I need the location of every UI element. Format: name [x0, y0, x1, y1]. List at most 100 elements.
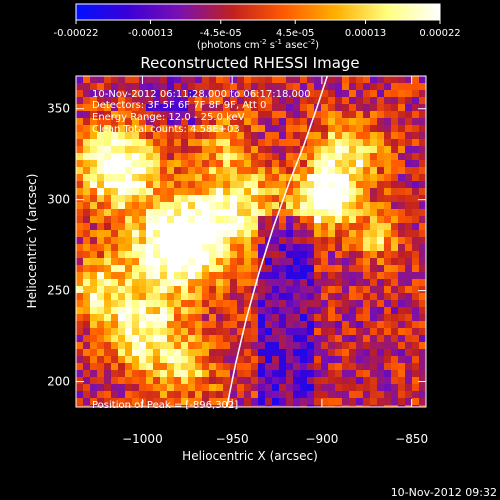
- heatmap-cell: [419, 258, 426, 266]
- heatmap-cell: [216, 251, 224, 259]
- heatmap-cell: [279, 111, 287, 119]
- heatmap-cell: [293, 328, 301, 336]
- heatmap-cell: [377, 356, 385, 364]
- heatmap-cell: [300, 349, 308, 357]
- heatmap-cell: [384, 279, 392, 287]
- heatmap-cell: [76, 349, 84, 357]
- heatmap-cell: [153, 370, 161, 378]
- heatmap-cell: [356, 328, 364, 336]
- heatmap-cell: [83, 370, 91, 378]
- heatmap-cell: [293, 314, 301, 322]
- heatmap-cell: [405, 195, 413, 203]
- heatmap-cell: [419, 342, 426, 350]
- heatmap-cell: [349, 202, 357, 210]
- heatmap-cell: [167, 244, 175, 252]
- heatmap-cell: [244, 398, 252, 406]
- heatmap-cell: [139, 349, 147, 357]
- heatmap-cell: [160, 279, 168, 287]
- heatmap-cell: [139, 391, 147, 399]
- heatmap-cell: [286, 76, 294, 84]
- heatmap-cell: [335, 349, 343, 357]
- heatmap-cell: [125, 405, 133, 407]
- heatmap-cell: [167, 349, 175, 357]
- heatmap-cell: [83, 251, 91, 259]
- heatmap-cell: [237, 328, 245, 336]
- heatmap-cell: [265, 167, 273, 175]
- heatmap-cell: [104, 356, 112, 364]
- heatmap-cell: [111, 293, 119, 301]
- heatmap-cell: [146, 90, 154, 98]
- heatmap-cell: [349, 265, 357, 273]
- heatmap-cell: [335, 118, 343, 126]
- heatmap-cell: [279, 146, 287, 154]
- heatmap-cell: [223, 370, 231, 378]
- heatmap-cell: [223, 321, 231, 329]
- heatmap-cell: [139, 244, 147, 252]
- heatmap-cell: [167, 104, 175, 112]
- heatmap-cell: [335, 251, 343, 259]
- heatmap-cell: [328, 118, 336, 126]
- heatmap-cell: [188, 118, 196, 126]
- heatmap-cell: [174, 279, 182, 287]
- heatmap-cell: [188, 160, 196, 168]
- heatmap-cell: [307, 111, 315, 119]
- heatmap-cell: [90, 153, 98, 161]
- heatmap-cell: [195, 307, 203, 315]
- heatmap-cell: [349, 153, 357, 161]
- heatmap-cell: [76, 251, 84, 259]
- heatmap-cell: [237, 76, 245, 84]
- heatmap-cell: [111, 125, 119, 133]
- heatmap-cell: [391, 181, 399, 189]
- heatmap-cell: [321, 300, 329, 308]
- heatmap-cell: [160, 216, 168, 224]
- heatmap-cell: [125, 230, 133, 238]
- heatmap-cell: [181, 356, 189, 364]
- heatmap-cell: [132, 202, 140, 210]
- heatmap-cell: [146, 174, 154, 182]
- heatmap-cell: [279, 356, 287, 364]
- heatmap-cell: [83, 321, 91, 329]
- heatmap-cell: [230, 377, 238, 385]
- heatmap-cell: [104, 279, 112, 287]
- x-axis-label: Heliocentric X (arcsec): [182, 449, 318, 463]
- heatmap-cell: [412, 293, 420, 301]
- heatmap-cell: [195, 90, 203, 98]
- heatmap-cell: [349, 384, 357, 392]
- heatmap-cell: [244, 160, 252, 168]
- heatmap-cell: [132, 335, 140, 343]
- heatmap-cell: [293, 195, 301, 203]
- heatmap-cell: [286, 97, 294, 105]
- heatmap-cell: [419, 97, 426, 105]
- heatmap-cell: [90, 97, 98, 105]
- heatmap-cell: [398, 328, 406, 336]
- heatmap-cell: [419, 216, 426, 224]
- heatmap-cell: [90, 314, 98, 322]
- heatmap-cell: [167, 335, 175, 343]
- heatmap-cell: [265, 223, 273, 231]
- heatmap-cell: [90, 202, 98, 210]
- heatmap-cell: [412, 258, 420, 266]
- heatmap-cell: [405, 279, 413, 287]
- heatmap-cell: [398, 104, 406, 112]
- heatmap-cell: [181, 202, 189, 210]
- heatmap-cell: [146, 377, 154, 385]
- heatmap-cell: [370, 167, 378, 175]
- heatmap-cell: [279, 377, 287, 385]
- heatmap-cell: [419, 349, 426, 357]
- heatmap-cell: [391, 97, 399, 105]
- heatmap-cell: [174, 104, 182, 112]
- heatmap-cell: [160, 335, 168, 343]
- heatmap-cell: [97, 244, 105, 252]
- colorbar-tick-label: -0.00022: [54, 28, 99, 39]
- heatmap-cell: [370, 118, 378, 126]
- heatmap-cell: [286, 335, 294, 343]
- heatmap-cell: [342, 377, 350, 385]
- heatmap-cell: [202, 83, 210, 91]
- heatmap-cell: [202, 307, 210, 315]
- heatmap-cell: [314, 293, 322, 301]
- heatmap-cell: [237, 202, 245, 210]
- heatmap-cell: [300, 223, 308, 231]
- heatmap-cell: [293, 202, 301, 210]
- heatmap-cell: [195, 188, 203, 196]
- heatmap-cell: [97, 209, 105, 217]
